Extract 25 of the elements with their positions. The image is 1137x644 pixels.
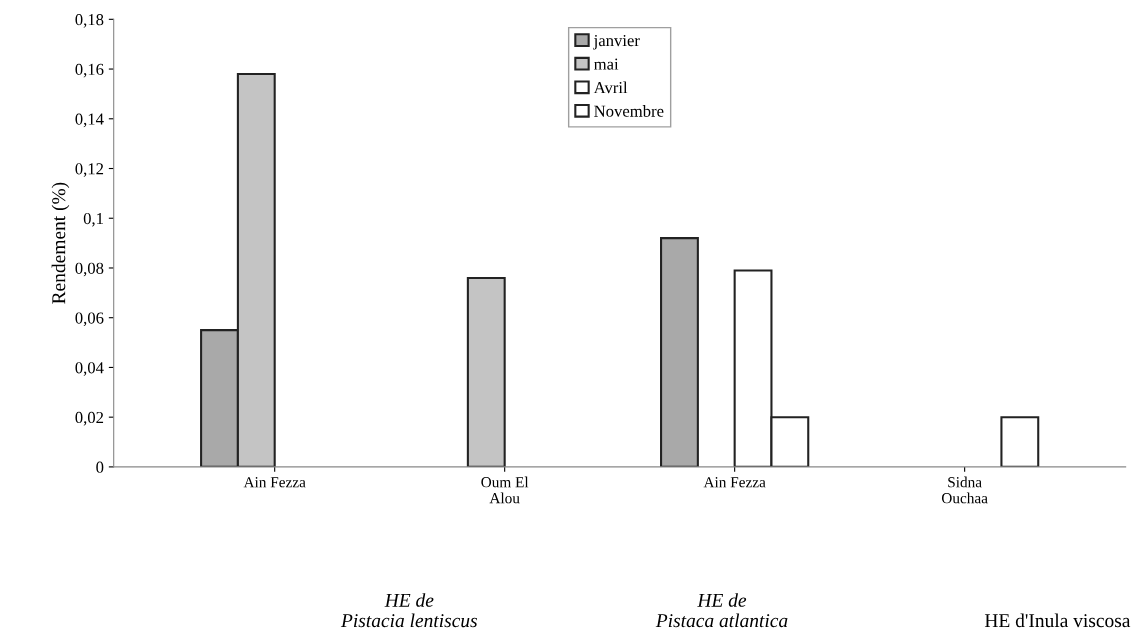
- y-tick-label: 0,14: [75, 113, 104, 128]
- text: HE d'Inula viscosa: [984, 613, 1131, 628]
- legend-label: Novembre: [594, 105, 664, 117]
- x-tick-label: Ain Fezza: [243, 477, 306, 488]
- y-tick-label: 0,12: [75, 163, 104, 177]
- legend-label: mai: [594, 58, 619, 70]
- text: HE de Pistaca atlantica: [655, 593, 788, 628]
- bar: [466, 276, 506, 467]
- bar: [1000, 416, 1040, 467]
- legend-label: Avril: [593, 81, 628, 94]
- legend-label: janvier: [593, 34, 640, 50]
- x-tick-label: Oum El Alou: [481, 476, 529, 504]
- y-tick-label: 0,08: [75, 262, 104, 277]
- y-axis-title: Rendement (%): [51, 182, 70, 304]
- y-tick-label: 0: [96, 461, 104, 473]
- bar: [660, 237, 699, 467]
- y-tick-label: 0,06: [75, 312, 104, 327]
- y-tick-label: 0,16: [75, 63, 104, 78]
- text: HE de Pistacia lentiscus: [340, 593, 478, 628]
- y-tick-label: 0,04: [75, 362, 104, 376]
- y-tick-label: 0,02: [75, 411, 104, 426]
- x-tick-label: Ain Fezza: [703, 477, 766, 488]
- y-tick-label: 0,18: [75, 14, 104, 28]
- x-tick-label: Sidna Ouchaa: [941, 476, 988, 504]
- y-tick-label: 0,1: [83, 212, 103, 227]
